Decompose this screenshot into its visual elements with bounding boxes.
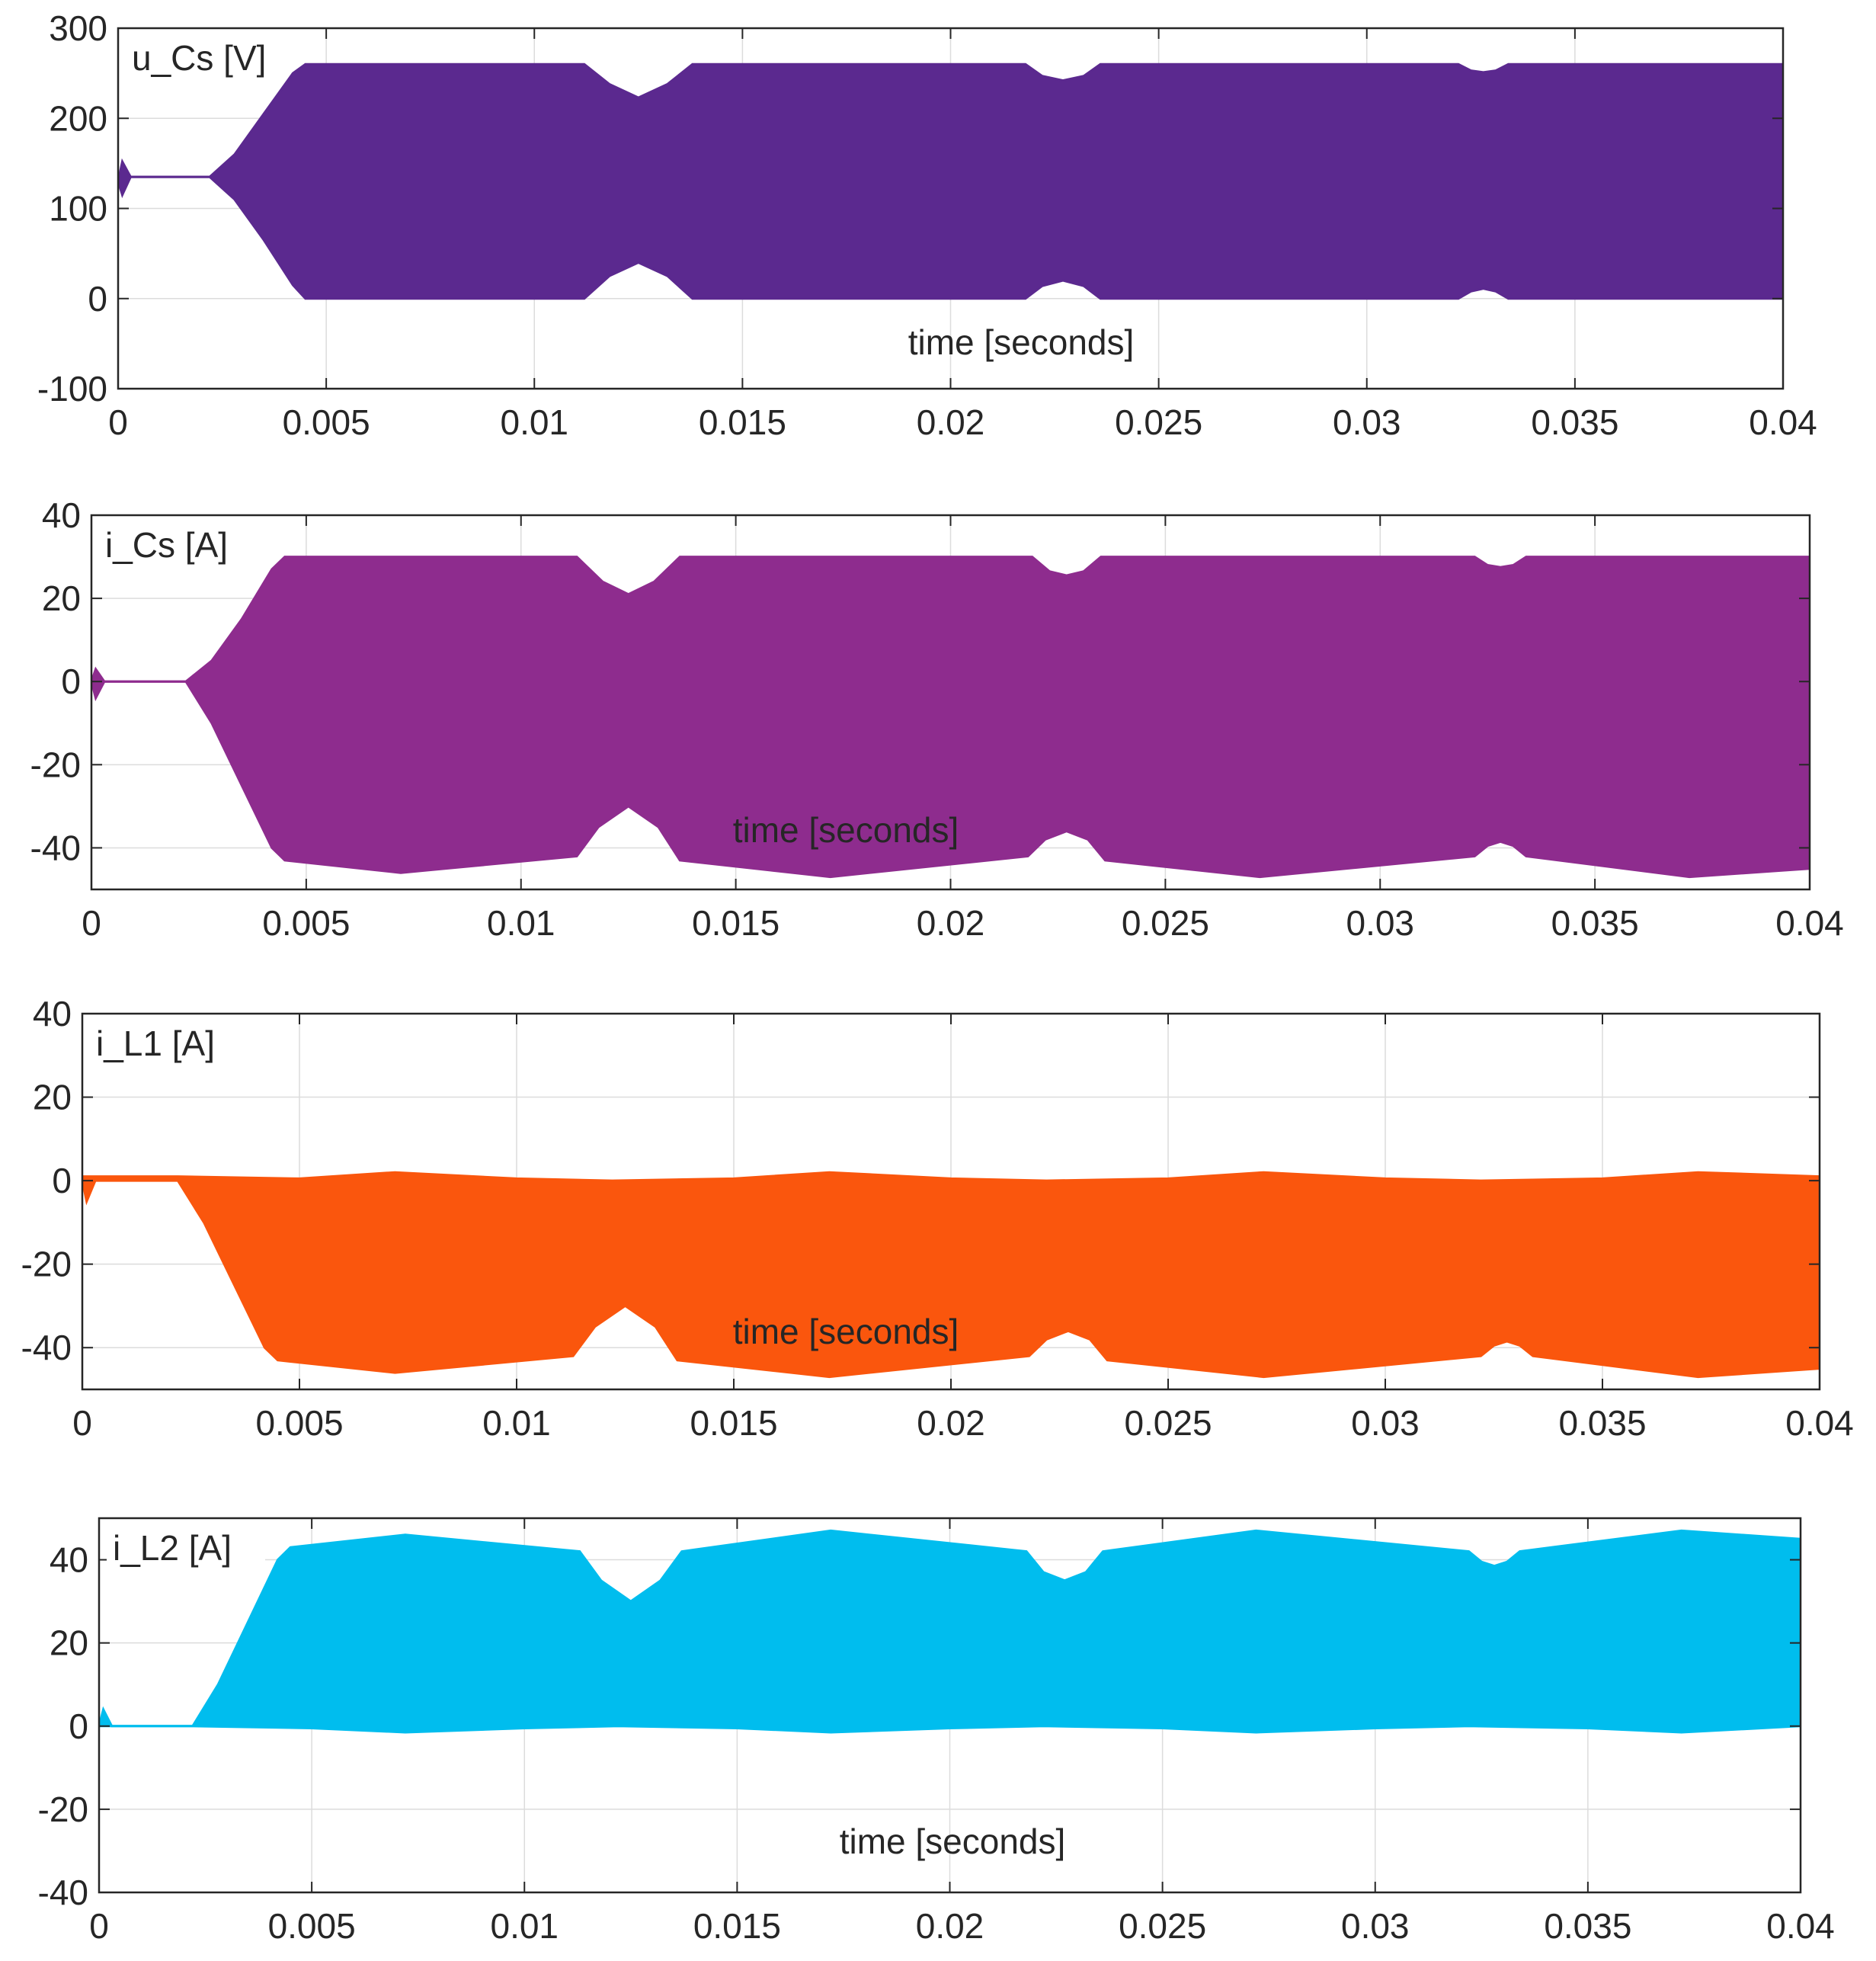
lower-envelope-line <box>91 680 1810 879</box>
y-tick-label: 40 <box>42 495 81 535</box>
lower-envelope-line <box>99 1725 1801 1734</box>
x-tick-label: 0.015 <box>692 903 780 943</box>
y-tick-label: -20 <box>21 1245 72 1284</box>
y-tick-label: 100 <box>49 189 107 229</box>
panel-label: i_L2 [A] <box>113 1528 232 1568</box>
x-tick-label: 0.005 <box>268 1906 356 1946</box>
y-tick-label: 40 <box>50 1540 88 1580</box>
x-tick-label: 0.03 <box>1346 903 1414 943</box>
x-tick-label: 0.035 <box>1544 1906 1631 1946</box>
upper-envelope-line <box>91 556 1810 683</box>
y-tick-label: -20 <box>30 745 81 784</box>
chart-panel-4: 0 0.005 0.01 0.015 0.02 0.025 0.03 0.035 0.04 -40… <box>38 1517 1835 1946</box>
panel-label-background <box>107 1524 265 1570</box>
x-tick-label: 0.01 <box>490 1906 559 1946</box>
x-axis-label: time [seconds] <box>840 1822 1066 1861</box>
x-tick-label: 0.035 <box>1558 1403 1646 1443</box>
x-tick-label: 0.02 <box>917 402 985 442</box>
x-tick-label: 0.03 <box>1341 1906 1410 1946</box>
x-tick-label: 0.005 <box>255 1403 343 1443</box>
x-tick-label: 0.03 <box>1333 402 1401 442</box>
lower-envelope-line <box>118 175 1783 300</box>
y-tick-label: 0 <box>61 662 81 701</box>
x-tick-label: 0.04 <box>1785 1403 1854 1443</box>
upper-envelope-line <box>99 1529 1801 1728</box>
panel-label-background <box>99 521 258 567</box>
x-tick-label: 0.02 <box>917 1403 985 1443</box>
y-tick-label: 0 <box>52 1161 72 1200</box>
y-tick-label: -100 <box>37 369 107 409</box>
y-tick-label: 0 <box>88 279 107 319</box>
chart-panel-1: 0 0.005 0.01 0.015 0.02 0.025 0.03 0.035 0.04 -10… <box>37 8 1817 442</box>
x-tick-label: 0.04 <box>1749 402 1817 442</box>
x-axis-label: time [seconds] <box>733 1312 959 1351</box>
x-tick-label: 0.01 <box>482 1403 551 1443</box>
x-tick-label: 0.04 <box>1775 903 1844 943</box>
y-tick-label: -20 <box>38 1790 88 1829</box>
y-tick-label: 20 <box>42 578 81 618</box>
panel-label: i_Cs [A] <box>105 525 228 565</box>
signal-band <box>99 1530 1801 1734</box>
y-tick-label: -40 <box>21 1328 72 1367</box>
x-tick-label: 0.035 <box>1551 903 1639 943</box>
x-tick-label: 0.015 <box>699 402 786 442</box>
x-tick-label: 0 <box>82 903 101 943</box>
y-tick-label: -40 <box>38 1873 88 1912</box>
lower-envelope-line <box>82 1179 1820 1379</box>
x-tick-label: 0.03 <box>1351 1403 1420 1443</box>
upper-envelope-line <box>82 1171 1820 1182</box>
signal-band <box>118 63 1783 300</box>
panel-label: i_L1 [A] <box>96 1024 215 1063</box>
y-tick-label: -40 <box>30 828 81 867</box>
panel-label-background <box>126 34 284 80</box>
y-tick-label: 20 <box>50 1623 88 1663</box>
panel-label: u_Cs [V] <box>132 38 266 78</box>
x-tick-label: 0.01 <box>500 402 568 442</box>
x-tick-label: 0.025 <box>1124 1403 1212 1443</box>
x-tick-label: 0.005 <box>262 903 350 943</box>
x-tick-label: 0.025 <box>1115 402 1202 442</box>
x-tick-label: 0.005 <box>283 402 370 442</box>
x-axis-label: time [seconds] <box>733 810 959 850</box>
x-tick-label: 0.04 <box>1766 1906 1835 1946</box>
x-axis-label: time [seconds] <box>908 322 1135 362</box>
panel-label-background <box>90 1020 248 1065</box>
x-tick-label: 0.015 <box>690 1403 777 1443</box>
x-tick-label: 0.01 <box>487 903 555 943</box>
y-tick-label: 0 <box>69 1706 88 1746</box>
x-tick-label: 0 <box>89 1906 109 1946</box>
y-tick-label: 20 <box>33 1078 72 1117</box>
x-tick-label: 0 <box>108 402 128 442</box>
x-tick-label: 0.015 <box>693 1906 781 1946</box>
upper-envelope-line <box>118 62 1783 182</box>
y-tick-label: 300 <box>49 8 107 48</box>
x-tick-label: 0.02 <box>916 1906 984 1946</box>
chart-panel-2: 0 0.005 0.01 0.015 0.02 0.025 0.03 0.035 0.04 -40… <box>30 495 1844 943</box>
y-tick-label: 40 <box>33 994 72 1033</box>
x-tick-label: 0.02 <box>917 903 985 943</box>
x-tick-label: 0.025 <box>1119 1906 1206 1946</box>
chart-panel-3: 0 0.005 0.01 0.015 0.02 0.025 0.03 0.035 0.04 -40… <box>21 994 1854 1443</box>
y-tick-label: 200 <box>49 98 107 138</box>
x-tick-label: 0 <box>72 1403 92 1443</box>
x-tick-label: 0.035 <box>1531 402 1618 442</box>
x-tick-label: 0.025 <box>1122 903 1209 943</box>
